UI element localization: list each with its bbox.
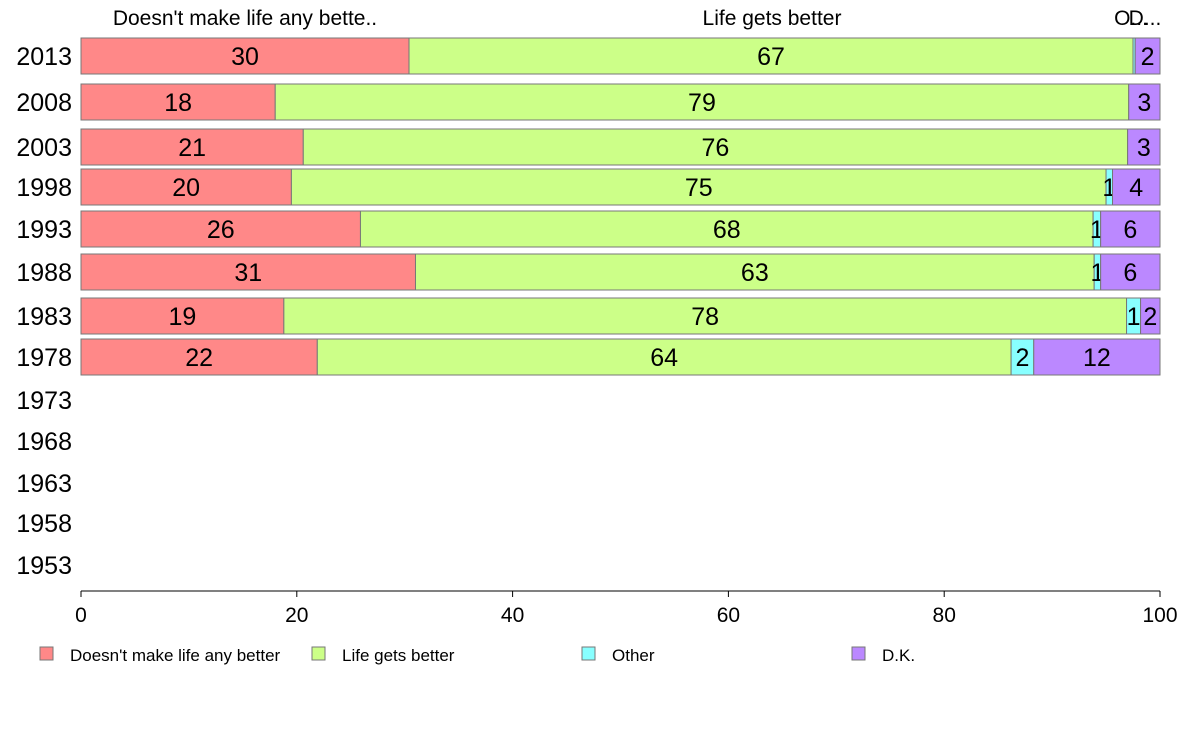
bar-segment-2008-1 bbox=[274, 83, 1130, 121]
value-label-1988-3: 6 bbox=[1123, 259, 1137, 287]
bar-segment-1988-1 bbox=[414, 253, 1095, 291]
year-label-1978: 1978 bbox=[16, 344, 72, 372]
value-label-1993-1: 68 bbox=[713, 216, 741, 244]
year-label-1973: 1973 bbox=[16, 387, 72, 415]
year-label-2013: 2013 bbox=[16, 43, 72, 71]
value-label-1978-2: 2 bbox=[1015, 344, 1029, 372]
bar-segment-2003-0 bbox=[80, 128, 304, 166]
value-label-1988-0: 31 bbox=[234, 259, 262, 287]
value-label-1978-1: 64 bbox=[650, 344, 678, 372]
top-label-0: Doesn't make life any bette.. bbox=[113, 7, 377, 30]
year-label-1993: 1993 bbox=[16, 216, 72, 244]
legend-swatch-1 bbox=[311, 646, 326, 661]
year-label-1988: 1988 bbox=[16, 259, 72, 287]
legend-swatch-3 bbox=[851, 646, 866, 661]
value-label-2013-1: 67 bbox=[757, 43, 785, 71]
year-label-1983: 1983 bbox=[16, 303, 72, 331]
value-label-1983-1: 78 bbox=[691, 303, 719, 331]
bar-segment-1998-0 bbox=[80, 168, 292, 206]
bar-segment-1983-1 bbox=[283, 297, 1128, 335]
x-tick-label-60: 60 bbox=[717, 604, 740, 627]
bar-segment-2013-3 bbox=[1134, 37, 1161, 75]
year-label-1998: 1998 bbox=[16, 174, 72, 202]
value-label-2013-3: 2 bbox=[1141, 43, 1155, 71]
year-label-2008: 2008 bbox=[16, 89, 72, 117]
bar-segment-1978-1 bbox=[316, 338, 1012, 376]
bar-segment-1998-3 bbox=[1112, 168, 1161, 206]
x-tick-label-100: 100 bbox=[1142, 604, 1177, 627]
bar-segment-2003-3 bbox=[1127, 128, 1161, 166]
x-tick-label-20: 20 bbox=[285, 604, 308, 627]
bar-segment-1978-3 bbox=[1033, 338, 1161, 376]
value-label-1993-0: 26 bbox=[207, 216, 235, 244]
year-label-1968: 1968 bbox=[16, 428, 72, 456]
year-label-1963: 1963 bbox=[16, 470, 72, 498]
bar-segment-2008-3 bbox=[1128, 83, 1161, 121]
year-label-1953: 1953 bbox=[16, 552, 72, 580]
value-label-1983-2: 1 bbox=[1127, 303, 1141, 331]
bar-segment-2013-0 bbox=[80, 37, 410, 75]
value-label-1983-3: 2 bbox=[1143, 303, 1157, 331]
bar-segment-1993-3 bbox=[1100, 210, 1161, 248]
value-label-2003-3: 3 bbox=[1137, 134, 1151, 162]
top-label-1: Life gets better bbox=[703, 7, 842, 30]
year-label-1958: 1958 bbox=[16, 510, 72, 538]
value-label-2003-1: 76 bbox=[702, 134, 730, 162]
value-label-1993-3: 6 bbox=[1123, 216, 1137, 244]
x-tick-label-0: 0 bbox=[75, 604, 87, 627]
bar-segment-1983-3 bbox=[1140, 297, 1161, 335]
value-label-2008-1: 79 bbox=[688, 89, 716, 117]
top-label-3: D... bbox=[1129, 7, 1162, 30]
value-label-1978-0: 22 bbox=[185, 344, 213, 372]
bar-segment-1978-0 bbox=[80, 338, 318, 376]
legend-label-3: D.K. bbox=[882, 646, 915, 665]
x-tick-label-40: 40 bbox=[501, 604, 524, 627]
value-label-2003-0: 21 bbox=[178, 134, 206, 162]
legend-label-1: Life gets better bbox=[342, 646, 455, 665]
bar-segment-2003-1 bbox=[302, 128, 1129, 166]
bar-segment-1988-3 bbox=[1100, 253, 1161, 291]
value-label-2008-0: 18 bbox=[164, 89, 192, 117]
bar-segment-1993-0 bbox=[80, 210, 361, 248]
value-label-1988-1: 63 bbox=[741, 259, 769, 287]
value-label-1998-3: 4 bbox=[1129, 174, 1143, 202]
bar-segment-1983-0 bbox=[80, 297, 285, 335]
bar-segment-1998-1 bbox=[290, 168, 1107, 206]
legend-swatch-2 bbox=[581, 646, 596, 661]
legend-label-0: Doesn't make life any better bbox=[70, 646, 281, 665]
year-label-2003: 2003 bbox=[16, 134, 72, 162]
value-label-1983-0: 19 bbox=[169, 303, 197, 331]
value-label-1978-3: 12 bbox=[1083, 344, 1111, 372]
value-label-2008-3: 3 bbox=[1137, 89, 1151, 117]
bar-segment-2013-1 bbox=[408, 37, 1134, 75]
value-label-2013-0: 30 bbox=[231, 43, 259, 71]
value-label-1998-1: 75 bbox=[685, 174, 713, 202]
legend-swatch-0 bbox=[39, 646, 54, 661]
value-label-1998-0: 20 bbox=[172, 174, 200, 202]
legend-label-2: Other bbox=[612, 646, 655, 665]
x-tick-label-80: 80 bbox=[933, 604, 956, 627]
top-label-2: O... bbox=[1114, 7, 1148, 30]
